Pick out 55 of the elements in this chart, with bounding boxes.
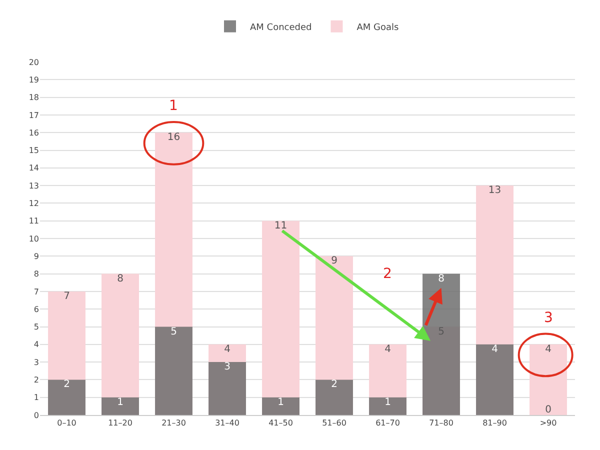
x-tick-label: 21–30 [162, 418, 186, 428]
data-label: 2 [64, 379, 70, 390]
y-tick-label: 0 [34, 410, 39, 420]
x-tick-label: 71–80 [429, 418, 454, 428]
data-label: 1 [278, 396, 284, 408]
y-tick-label: 16 [28, 128, 39, 138]
y-tick-label: 20 [28, 58, 39, 67]
x-tick-label: 51–60 [322, 418, 346, 428]
data-label: 4 [384, 344, 391, 355]
data-label: 16 [167, 132, 180, 144]
data-label: 4 [224, 344, 230, 355]
y-tick-label: 5 [34, 322, 39, 332]
data-label: 4 [545, 344, 552, 355]
data-label: 3 [224, 362, 230, 373]
y-tick-label: 14 [28, 164, 39, 173]
y-tick-label: 9 [34, 252, 39, 261]
y-tick-label: 15 [28, 146, 39, 156]
x-tick-label: 61–70 [376, 418, 400, 428]
data-label: 13 [488, 185, 502, 196]
x-tick-label: >90 [540, 418, 557, 428]
data-label: 2 [331, 379, 338, 390]
annotation: 3 [544, 310, 553, 326]
x-tick-label: 11–20 [108, 418, 132, 428]
legend-label: AM Goals [356, 22, 400, 33]
data-label: 7 [64, 290, 70, 302]
y-tick-label: 2 [34, 376, 39, 384]
x-tick-label: 41–50 [268, 418, 293, 428]
x-tick-label: 31–40 [215, 418, 240, 428]
data-label: 4 [492, 344, 498, 355]
y-tick-label: 19 [28, 75, 39, 84]
data-label: 0 [545, 404, 552, 416]
data-label: 1 [117, 396, 124, 408]
y-tick-label: 7 [34, 287, 39, 296]
annotation: 1 [169, 98, 178, 114]
y-tick-label: 13 [28, 181, 39, 190]
y-tick-label: 8 [34, 270, 39, 279]
y-tick-label: 4 [34, 340, 39, 350]
y-tick-label: 17 [28, 110, 39, 120]
annotation: 2 [383, 266, 392, 282]
y-tick-label: 6 [34, 304, 39, 314]
y-tick-label: 11 [28, 216, 39, 226]
data-label: 8 [438, 273, 444, 284]
legend-label: AM Conceded [250, 22, 312, 33]
x-tick-label: 81–90 [482, 418, 507, 428]
y-tick-label: 3 [34, 358, 39, 367]
data-label: 8 [117, 273, 124, 284]
x-tick-label: 0–10 [57, 418, 76, 428]
y-tick-label: 12 [28, 199, 39, 208]
y-tick-label: 10 [28, 234, 39, 244]
data-label: 11 [274, 220, 288, 232]
data-label: 5 [170, 326, 177, 338]
data-label: 9 [331, 256, 338, 267]
y-tick-label: 18 [28, 93, 39, 102]
data-label: 1 [384, 396, 391, 408]
y-tick-label: 1 [34, 393, 39, 402]
